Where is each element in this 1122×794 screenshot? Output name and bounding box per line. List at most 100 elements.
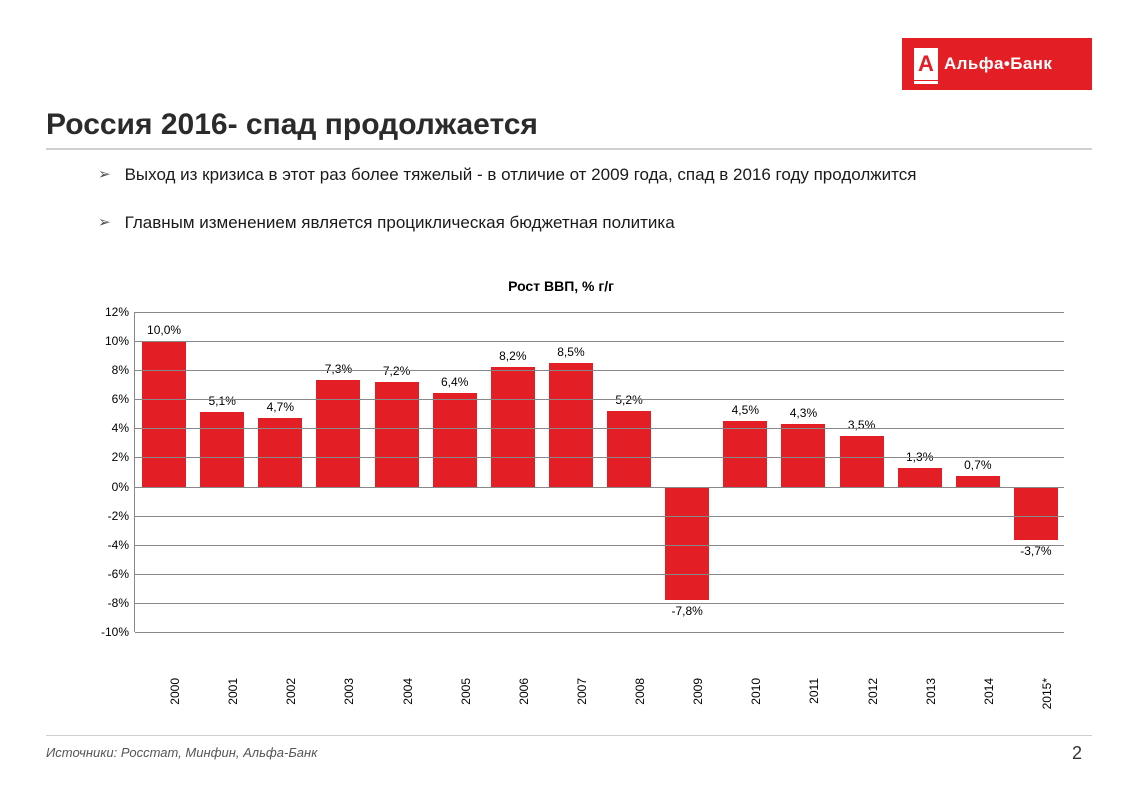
bullet-marker-icon: ➢ <box>98 212 111 236</box>
chart-x-label: 2000 <box>168 678 182 705</box>
chart-gridline <box>135 632 1064 633</box>
chart-gridline <box>135 399 1064 400</box>
chart-x-label: 2008 <box>633 678 647 705</box>
footer-divider <box>46 735 1092 736</box>
chart-bar <box>607 411 651 487</box>
chart-bar-label: 4,7% <box>267 400 294 414</box>
chart-plot-area: 10,0%5,1%4,7%7,3%7,2%6,4%8,2%8,5%5,2%-7,… <box>134 312 1064 632</box>
chart-bar-slot: 0,7% <box>949 312 1007 632</box>
chart-gridline <box>135 370 1064 371</box>
chart-bar-slot: 10,0% <box>135 312 193 632</box>
chart-y-label: -10% <box>87 625 129 639</box>
chart-y-label: 2% <box>87 450 129 464</box>
chart-bar-label: -3,7% <box>1020 544 1051 558</box>
chart-y-label: 10% <box>87 334 129 348</box>
chart-bar-label: 6,4% <box>441 375 468 389</box>
chart-gridline <box>135 457 1064 458</box>
chart-bar <box>956 476 1000 486</box>
chart-bar-slot: 4,5% <box>716 312 774 632</box>
chart-bar <box>898 468 942 487</box>
chart-gridline <box>135 516 1064 517</box>
gdp-growth-chart: 10,0%5,1%4,7%7,3%7,2%6,4%8,2%8,5%5,2%-7,… <box>78 304 1078 704</box>
chart-x-label: 2005 <box>459 678 473 705</box>
sources-text: Источники: Росстат, Минфин, Альфа-Банк <box>46 745 317 760</box>
bullet-item: ➢ Главным изменением является процикличе… <box>98 210 1052 236</box>
chart-bar-label: 4,5% <box>732 403 759 417</box>
logo-glyph-icon: A <box>914 48 938 80</box>
chart-bar <box>200 412 244 486</box>
chart-gridline <box>135 428 1064 429</box>
chart-bar-label: 5,1% <box>209 394 236 408</box>
alfa-bank-logo: A Альфа•Банк <box>902 38 1092 90</box>
chart-y-label: 8% <box>87 363 129 377</box>
chart-x-label: 2001 <box>226 678 240 705</box>
page-number: 2 <box>1072 743 1082 764</box>
chart-bar-label: -7,8% <box>672 604 703 618</box>
chart-x-label: 2009 <box>691 678 705 705</box>
chart-bar-slot: 4,3% <box>774 312 832 632</box>
chart-bar <box>665 487 709 600</box>
chart-bar <box>316 380 360 486</box>
chart-bar <box>375 382 419 487</box>
chart-bar <box>549 363 593 487</box>
title-divider <box>46 148 1092 150</box>
chart-bar-slot: 8,2% <box>484 312 542 632</box>
chart-bar-slot: 5,2% <box>600 312 658 632</box>
chart-bar-label: 3,5% <box>848 418 875 432</box>
chart-bar-slot: 4,7% <box>251 312 309 632</box>
chart-bars: 10,0%5,1%4,7%7,3%7,2%6,4%8,2%8,5%5,2%-7,… <box>135 312 1064 632</box>
chart-bar-label: 4,3% <box>790 406 817 420</box>
chart-gridline <box>135 603 1064 604</box>
chart-x-label: 2014 <box>982 678 996 705</box>
chart-title: Рост ВВП, % г/г <box>0 278 1122 294</box>
chart-x-label: 2004 <box>401 678 415 705</box>
chart-y-label: -8% <box>87 596 129 610</box>
chart-y-label: -2% <box>87 509 129 523</box>
chart-y-label: 12% <box>87 305 129 319</box>
chart-x-label: 2015* <box>1040 678 1054 709</box>
chart-gridline <box>135 312 1064 313</box>
chart-x-labels: 2000200120022003200420052006200720082009… <box>134 638 1064 698</box>
chart-y-label: -4% <box>87 538 129 552</box>
chart-x-label: 2013 <box>924 678 938 705</box>
chart-gridline <box>135 487 1064 488</box>
logo-glyph: A <box>918 53 934 75</box>
chart-bar-slot: 6,4% <box>426 312 484 632</box>
chart-bar-label: 0,7% <box>964 458 991 472</box>
chart-bar <box>723 421 767 486</box>
chart-bar-slot: -3,7% <box>1007 312 1065 632</box>
bullet-text: Выход из кризиса в этот раз более тяжелы… <box>125 162 917 188</box>
chart-bar-slot: 7,3% <box>309 312 367 632</box>
chart-bar-label: 8,5% <box>557 345 584 359</box>
chart-y-label: -6% <box>87 567 129 581</box>
chart-bar-slot: 8,5% <box>542 312 600 632</box>
chart-x-label: 2002 <box>284 678 298 705</box>
chart-x-label: 2012 <box>866 678 880 705</box>
chart-x-label: 2006 <box>517 678 531 705</box>
chart-gridline <box>135 545 1064 546</box>
chart-y-label: 4% <box>87 421 129 435</box>
chart-bar <box>142 341 186 486</box>
chart-bar-slot: -7,8% <box>658 312 716 632</box>
logo-text: Альфа•Банк <box>944 54 1052 74</box>
chart-bar <box>491 367 535 486</box>
chart-x-label: 2011 <box>807 678 821 704</box>
chart-bar-slot: 5,1% <box>193 312 251 632</box>
chart-x-label: 2003 <box>342 678 356 705</box>
chart-y-label: 6% <box>87 392 129 406</box>
chart-gridline <box>135 341 1064 342</box>
chart-bar-slot: 1,3% <box>891 312 949 632</box>
chart-bar-label: 10,0% <box>147 323 181 337</box>
chart-bar <box>840 436 884 487</box>
bullet-item: ➢ Выход из кризиса в этот раз более тяже… <box>98 162 1052 188</box>
bullet-list: ➢ Выход из кризиса в этот раз более тяже… <box>98 162 1052 257</box>
bullet-marker-icon: ➢ <box>98 164 111 188</box>
chart-y-label: 0% <box>87 480 129 494</box>
chart-bar <box>781 424 825 487</box>
chart-bar-label: 8,2% <box>499 349 526 363</box>
chart-bar <box>433 393 477 486</box>
chart-gridline <box>135 574 1064 575</box>
page-title: Россия 2016- спад продолжается <box>46 108 538 142</box>
chart-x-label: 2010 <box>749 678 763 705</box>
chart-x-label: 2007 <box>575 678 589 705</box>
